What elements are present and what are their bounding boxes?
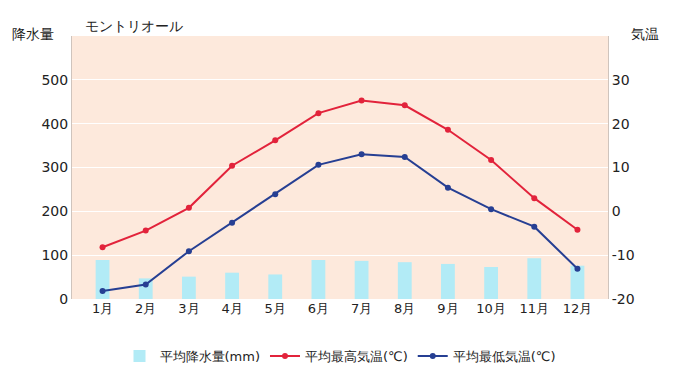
svg-text:3月: 3月 [178, 301, 199, 316]
svg-text:8月: 8月 [394, 301, 415, 316]
svg-text:20: 20 [612, 116, 630, 132]
svg-text:400: 400 [41, 116, 68, 132]
svg-text:11月: 11月 [520, 301, 550, 316]
svg-text:7月: 7月 [351, 301, 372, 316]
svg-text:5月: 5月 [265, 301, 286, 316]
svg-text:0: 0 [59, 291, 68, 307]
svg-text:4月: 4月 [221, 301, 242, 316]
svg-text:平均降水量(mm): 平均降水量(mm) [160, 349, 260, 364]
svg-text:30: 30 [612, 72, 630, 88]
svg-text:10月: 10月 [476, 301, 506, 316]
svg-text:モントリオール: モントリオール [85, 18, 183, 34]
svg-text:10: 10 [612, 159, 630, 175]
svg-text:9月: 9月 [437, 301, 458, 316]
svg-text:12月: 12月 [563, 301, 593, 316]
svg-text:6月: 6月 [308, 301, 329, 316]
svg-text:平均最高気温(℃): 平均最高気温(℃) [305, 349, 408, 364]
svg-text:平均最低気温(℃): 平均最低気温(℃) [453, 349, 556, 364]
svg-text:500: 500 [41, 72, 68, 88]
svg-text:気温: 気温 [631, 26, 659, 42]
svg-text:降水量: 降水量 [12, 26, 54, 42]
svg-text:1月: 1月 [92, 301, 113, 316]
svg-text:2月: 2月 [135, 301, 156, 316]
svg-text:-20: -20 [612, 291, 635, 307]
svg-text:0: 0 [612, 203, 621, 219]
svg-text:-10: -10 [612, 247, 635, 263]
svg-text:300: 300 [41, 159, 68, 175]
svg-text:200: 200 [41, 203, 68, 219]
svg-text:100: 100 [41, 247, 68, 263]
